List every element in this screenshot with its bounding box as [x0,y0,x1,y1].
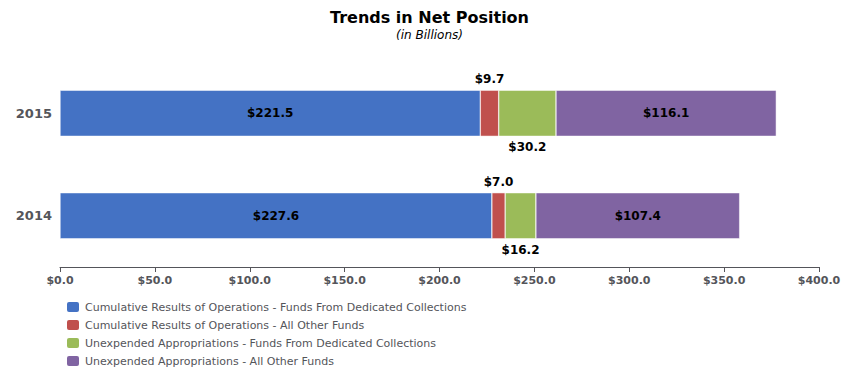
svg-text:2014: 2014 [16,208,52,223]
svg-text:$350.0: $350.0 [703,274,746,287]
svg-text:2015: 2015 [16,106,52,121]
svg-text:$150.0: $150.0 [323,274,366,287]
svg-text:$107.4: $107.4 [615,209,661,223]
svg-text:$9.7: $9.7 [475,72,505,86]
svg-text:$200.0: $200.0 [418,274,461,287]
svg-text:$7.0: $7.0 [484,175,514,189]
svg-text:Unexpended Appropriations - Al: Unexpended Appropriations - All Other Fu… [85,355,334,368]
svg-text:$0.0: $0.0 [46,274,73,287]
svg-text:Cumulative Results of Operatio: Cumulative Results of Operations - All O… [85,319,365,332]
svg-text:$50.0: $50.0 [137,274,172,287]
svg-text:$221.5: $221.5 [247,106,293,120]
svg-text:$116.1: $116.1 [643,106,689,120]
svg-text:(in Billions): (in Billions) [396,28,463,42]
svg-text:$30.2: $30.2 [508,140,546,154]
svg-text:$100.0: $100.0 [229,274,272,287]
svg-text:$227.6: $227.6 [253,209,299,223]
svg-text:$300.0: $300.0 [608,274,651,287]
svg-text:$250.0: $250.0 [513,274,556,287]
svg-text:Trends in Net Position: Trends in Net Position [330,8,529,27]
svg-text:Cumulative Results of Operatio: Cumulative Results of Operations - Funds… [85,301,467,314]
svg-text:$16.2: $16.2 [502,243,540,257]
svg-text:$400.0: $400.0 [798,274,841,287]
svg-text:Unexpended Appropriations - Fu: Unexpended Appropriations - Funds From D… [85,337,436,350]
